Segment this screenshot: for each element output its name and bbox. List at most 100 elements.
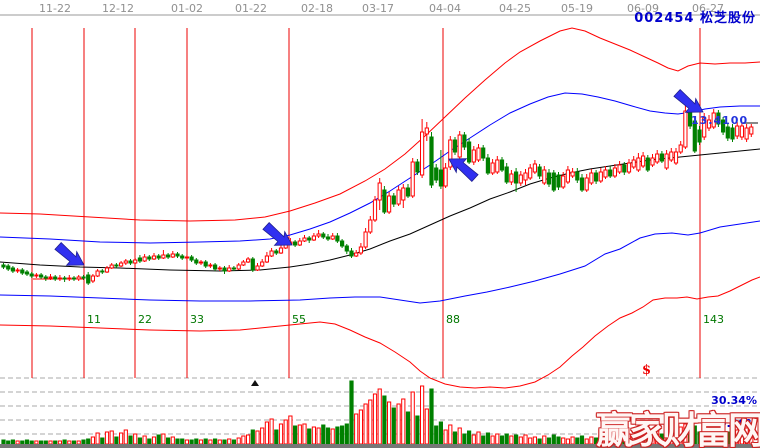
volume-bar xyxy=(325,427,331,445)
volume-bar xyxy=(137,437,143,445)
candle-body xyxy=(424,127,429,135)
candle-body xyxy=(401,187,406,201)
candle-body xyxy=(250,258,255,271)
candle-body xyxy=(227,267,232,272)
candle-body xyxy=(561,175,566,188)
volume-bar xyxy=(509,435,514,445)
volume-bar xyxy=(123,429,128,445)
candle-body xyxy=(170,253,175,258)
candle-body xyxy=(603,169,608,178)
candle-body xyxy=(189,256,194,261)
volume-bar xyxy=(264,421,269,445)
volume-bar xyxy=(504,433,509,445)
volume-bar xyxy=(467,430,472,445)
fib-count-label: 33 xyxy=(190,313,204,326)
volume-bar xyxy=(532,436,537,445)
candle-body xyxy=(612,167,617,177)
volume-bar xyxy=(579,435,585,445)
candle-body xyxy=(462,134,467,148)
candle-body xyxy=(387,195,392,213)
volume-bar xyxy=(76,440,81,445)
candle-body xyxy=(53,276,58,280)
candle-body xyxy=(269,250,274,257)
volume-bar xyxy=(128,435,133,445)
annotation-arrow-icon xyxy=(262,221,293,246)
volume-bar xyxy=(420,385,425,445)
date-label: 12-12 xyxy=(102,2,134,15)
candle-body xyxy=(90,275,96,282)
volume-bar xyxy=(363,403,368,445)
band-lower-blue xyxy=(0,220,760,304)
volume-bar xyxy=(429,388,434,445)
volume-bar xyxy=(434,425,439,445)
volume-bar xyxy=(217,439,222,445)
candle-body xyxy=(372,199,378,221)
fib-count-label: 88 xyxy=(446,313,460,326)
candle-body xyxy=(669,151,674,161)
candle-body xyxy=(499,159,505,171)
candle-body xyxy=(81,276,86,279)
volume-bar xyxy=(246,434,251,445)
candle-body xyxy=(608,169,613,177)
volume-bar xyxy=(6,440,11,445)
candle-body xyxy=(434,167,439,181)
volume-bar xyxy=(147,438,152,445)
candle-body xyxy=(523,172,528,181)
volume-bar xyxy=(161,433,166,445)
candle-body xyxy=(542,169,547,184)
volume-bar xyxy=(236,437,241,445)
volume-bar xyxy=(170,436,175,445)
volume-bar xyxy=(354,413,359,445)
volume-bar xyxy=(391,407,396,445)
candle-body xyxy=(405,187,411,197)
candle-body xyxy=(104,267,110,273)
volume-bar xyxy=(514,434,519,445)
candle-body xyxy=(636,157,641,171)
candle-body xyxy=(114,264,119,267)
volume-bar xyxy=(156,434,161,445)
candle-body xyxy=(180,255,185,259)
volume-bar xyxy=(340,425,345,445)
volume-bar xyxy=(382,395,387,445)
candle-body xyxy=(697,129,702,143)
candle-body xyxy=(410,161,415,197)
candle-body xyxy=(29,273,34,277)
volume-bar xyxy=(213,438,218,445)
candle-body xyxy=(57,277,62,280)
volume-bar xyxy=(297,424,302,445)
candle-body xyxy=(349,250,354,257)
bottom-axis-bar xyxy=(0,444,760,448)
candle-body xyxy=(622,164,627,173)
volume-bar xyxy=(307,428,312,445)
volume-bar xyxy=(443,429,448,445)
volume-bar xyxy=(57,440,62,445)
volume-bar xyxy=(523,434,528,445)
candle-body xyxy=(344,245,349,252)
candle-body xyxy=(556,174,561,188)
candle-body xyxy=(589,172,594,184)
candle-body xyxy=(100,270,105,273)
candle-body xyxy=(213,264,218,270)
candle-body xyxy=(368,219,373,233)
candle-body xyxy=(43,276,48,279)
band-lower-red xyxy=(0,276,760,389)
candle-body xyxy=(579,177,585,191)
candle-body xyxy=(659,153,664,162)
candle-body xyxy=(673,151,679,164)
date-label: 01-02 xyxy=(171,2,203,15)
volume-bar xyxy=(166,437,171,445)
volume-bar xyxy=(349,380,354,445)
candle-body xyxy=(119,262,124,267)
candle-body xyxy=(528,167,533,179)
candle-body xyxy=(490,162,495,174)
volume-bar xyxy=(53,440,58,445)
candle-body xyxy=(151,255,157,260)
annotation-arrow-icon xyxy=(673,88,704,113)
candle-body xyxy=(142,256,147,262)
volume-bar xyxy=(387,401,392,445)
candle-body xyxy=(650,157,655,166)
candle-body xyxy=(735,125,740,137)
candle-body xyxy=(631,159,636,168)
volume-bar xyxy=(528,437,533,445)
volume-bar xyxy=(48,440,53,445)
